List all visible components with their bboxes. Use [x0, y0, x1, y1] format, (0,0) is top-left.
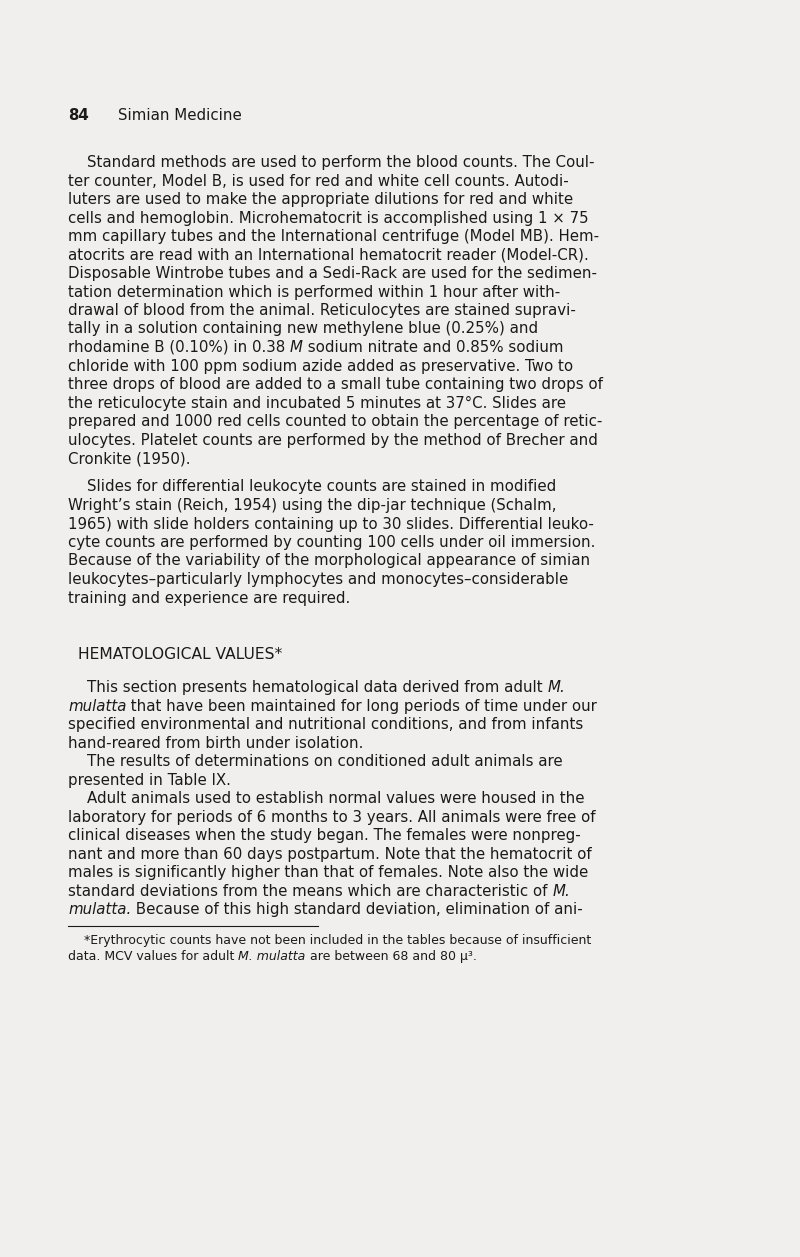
Text: Cronkite (1950).: Cronkite (1950). [68, 451, 190, 466]
Text: Slides for differential leukocyte counts are stained in modified: Slides for differential leukocyte counts… [68, 479, 556, 494]
Text: Because of the variability of the morphological appearance of simian: Because of the variability of the morpho… [68, 553, 590, 568]
Text: tation determination which is performed within 1 hour after with-: tation determination which is performed … [68, 284, 560, 299]
Text: 84: 84 [68, 108, 89, 123]
Text: laboratory for periods of 6 months to 3 years. All animals were free of: laboratory for periods of 6 months to 3 … [68, 810, 596, 825]
Text: are between 68 and 80 μ³.: are between 68 and 80 μ³. [306, 950, 477, 963]
Text: standard deviations from the means which are characteristic of: standard deviations from the means which… [68, 884, 552, 899]
Text: hand-reared from birth under isolation.: hand-reared from birth under isolation. [68, 735, 363, 750]
Text: Standard methods are used to perform the blood counts. The Coul-: Standard methods are used to perform the… [68, 155, 594, 170]
Text: tally in a solution containing new methylene blue (0.25%) and: tally in a solution containing new methy… [68, 322, 538, 337]
Text: cells and hemoglobin. Microhematocrit is accomplished using 1 × 75: cells and hemoglobin. Microhematocrit is… [68, 210, 589, 225]
Text: rhodamine B (0.10%) in 0.38: rhodamine B (0.10%) in 0.38 [68, 339, 290, 354]
Text: atocrits are read with an International hematocrit reader (Model-CR).: atocrits are read with an International … [68, 248, 589, 263]
Text: data. MCV values for adult: data. MCV values for adult [68, 950, 238, 963]
Text: presented in Table IX.: presented in Table IX. [68, 773, 231, 788]
Text: ulocytes. Platelet counts are performed by the method of Brecher and: ulocytes. Platelet counts are performed … [68, 432, 598, 447]
Text: M.: M. [552, 884, 570, 899]
Text: M.: M. [547, 680, 565, 695]
Text: the reticulocyte stain and incubated 5 minutes at 37°C. Slides are: the reticulocyte stain and incubated 5 m… [68, 396, 566, 411]
Text: Simian Medicine: Simian Medicine [118, 108, 242, 123]
Text: mulatta: mulatta [68, 699, 126, 714]
Text: luters are used to make the appropriate dilutions for red and white: luters are used to make the appropriate … [68, 192, 573, 207]
Text: HEMATOLOGICAL VALUES*: HEMATOLOGICAL VALUES* [78, 647, 282, 662]
Text: *Erythrocytic counts have not been included in the tables because of insufficien: *Erythrocytic counts have not been inclu… [68, 934, 591, 947]
Text: males is significantly higher than that of females. Note also the wide: males is significantly higher than that … [68, 865, 588, 880]
Text: ter counter, Model B, is used for red and white cell counts. Autodi-: ter counter, Model B, is used for red an… [68, 173, 569, 189]
Text: 1965) with slide holders containing up to 30 slides. Differential leuko-: 1965) with slide holders containing up t… [68, 517, 594, 532]
Text: This section presents hematological data derived from adult: This section presents hematological data… [68, 680, 547, 695]
Text: specified environmental and nutritional conditions, and from infants: specified environmental and nutritional … [68, 718, 583, 733]
Text: training and experience are required.: training and experience are required. [68, 591, 350, 606]
Text: that have been maintained for long periods of time under our: that have been maintained for long perio… [126, 699, 598, 714]
Text: three drops of blood are added to a small tube containing two drops of: three drops of blood are added to a smal… [68, 377, 603, 392]
Text: leukocytes–particularly lymphocytes and monocytes–considerable: leukocytes–particularly lymphocytes and … [68, 572, 568, 587]
Text: drawal of blood from the animal. Reticulocytes are stained supravi-: drawal of blood from the animal. Reticul… [68, 303, 576, 318]
Text: The results of determinations on conditioned adult animals are: The results of determinations on conditi… [68, 754, 562, 769]
Text: cyte counts are performed by counting 100 cells under oil immersion.: cyte counts are performed by counting 10… [68, 535, 595, 551]
Text: sodium nitrate and 0.85% sodium: sodium nitrate and 0.85% sodium [303, 339, 563, 354]
Text: Because of this high standard deviation, elimination of ani-: Because of this high standard deviation,… [131, 903, 583, 918]
Text: M. mulatta: M. mulatta [238, 950, 306, 963]
Text: Disposable Wintrobe tubes and a Sedi-Rack are used for the sedimen-: Disposable Wintrobe tubes and a Sedi-Rac… [68, 266, 597, 282]
Text: M: M [290, 339, 303, 354]
Text: chloride with 100 ppm sodium azide added as preservative. Two to: chloride with 100 ppm sodium azide added… [68, 358, 573, 373]
Text: mulatta.: mulatta. [68, 903, 131, 918]
Text: prepared and 1000 red cells counted to obtain the percentage of retic-: prepared and 1000 red cells counted to o… [68, 414, 602, 429]
Text: nant and more than 60 days postpartum. Note that the hematocrit of: nant and more than 60 days postpartum. N… [68, 847, 592, 862]
Text: clinical diseases when the study began. The females were nonpreg-: clinical diseases when the study began. … [68, 828, 581, 843]
Text: Adult animals used to establish normal values were housed in the: Adult animals used to establish normal v… [68, 792, 585, 806]
Text: Wright’s stain (Reich, 1954) using the dip-jar technique (Schalm,: Wright’s stain (Reich, 1954) using the d… [68, 498, 557, 513]
Text: mm capillary tubes and the International centrifuge (Model MB). Hem-: mm capillary tubes and the International… [68, 229, 599, 244]
